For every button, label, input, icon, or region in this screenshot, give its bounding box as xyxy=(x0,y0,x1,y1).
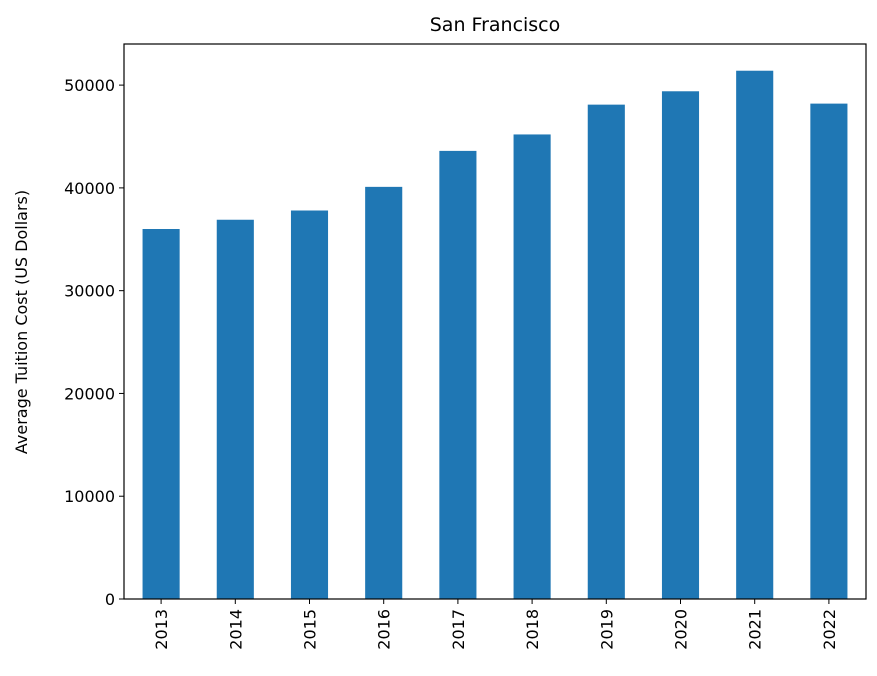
x-tick-label: 2020 xyxy=(672,609,691,650)
bar-2017 xyxy=(439,150,477,599)
bars-group xyxy=(142,70,848,600)
x-tick-label: 2019 xyxy=(597,609,616,650)
y-tick-label: 50000 xyxy=(64,76,115,95)
y-tick-label: 10000 xyxy=(64,487,115,506)
x-axis: 2013 2014 2015 2016 2017 2018 2019 2020 2021 2022 xyxy=(152,599,839,650)
bar-2021 xyxy=(736,70,774,599)
x-tick-label: 2022 xyxy=(820,609,839,650)
bar-2020 xyxy=(661,91,700,600)
bar-2019 xyxy=(587,104,625,599)
bar-2018 xyxy=(513,134,551,599)
x-tick-label: 2014 xyxy=(226,609,245,650)
y-tick-label: 30000 xyxy=(64,282,115,301)
x-tick-label: 2015 xyxy=(301,609,320,650)
bar-2015 xyxy=(290,210,329,599)
x-tick-label: 2016 xyxy=(375,609,394,650)
bar-2014 xyxy=(216,219,254,599)
y-axis: 0 10000 20000 30000 40000 50000 xyxy=(64,76,124,609)
bar-2022 xyxy=(810,103,848,599)
plot-frame xyxy=(123,43,867,600)
x-tick-label: 2017 xyxy=(449,609,468,650)
x-tick-label: 2018 xyxy=(523,609,542,650)
y-tick-label: 0 xyxy=(105,590,115,609)
chart-title: San Francisco xyxy=(430,14,561,36)
y-tick-label: 20000 xyxy=(64,384,115,403)
x-tick-label: 2013 xyxy=(152,609,171,650)
bar-2013 xyxy=(142,229,180,599)
x-tick-label: 2021 xyxy=(746,609,765,650)
y-axis-title: Average Tuition Cost (US Dollars) xyxy=(12,190,31,454)
bar-2016 xyxy=(365,186,403,599)
y-tick-label: 40000 xyxy=(64,179,115,198)
